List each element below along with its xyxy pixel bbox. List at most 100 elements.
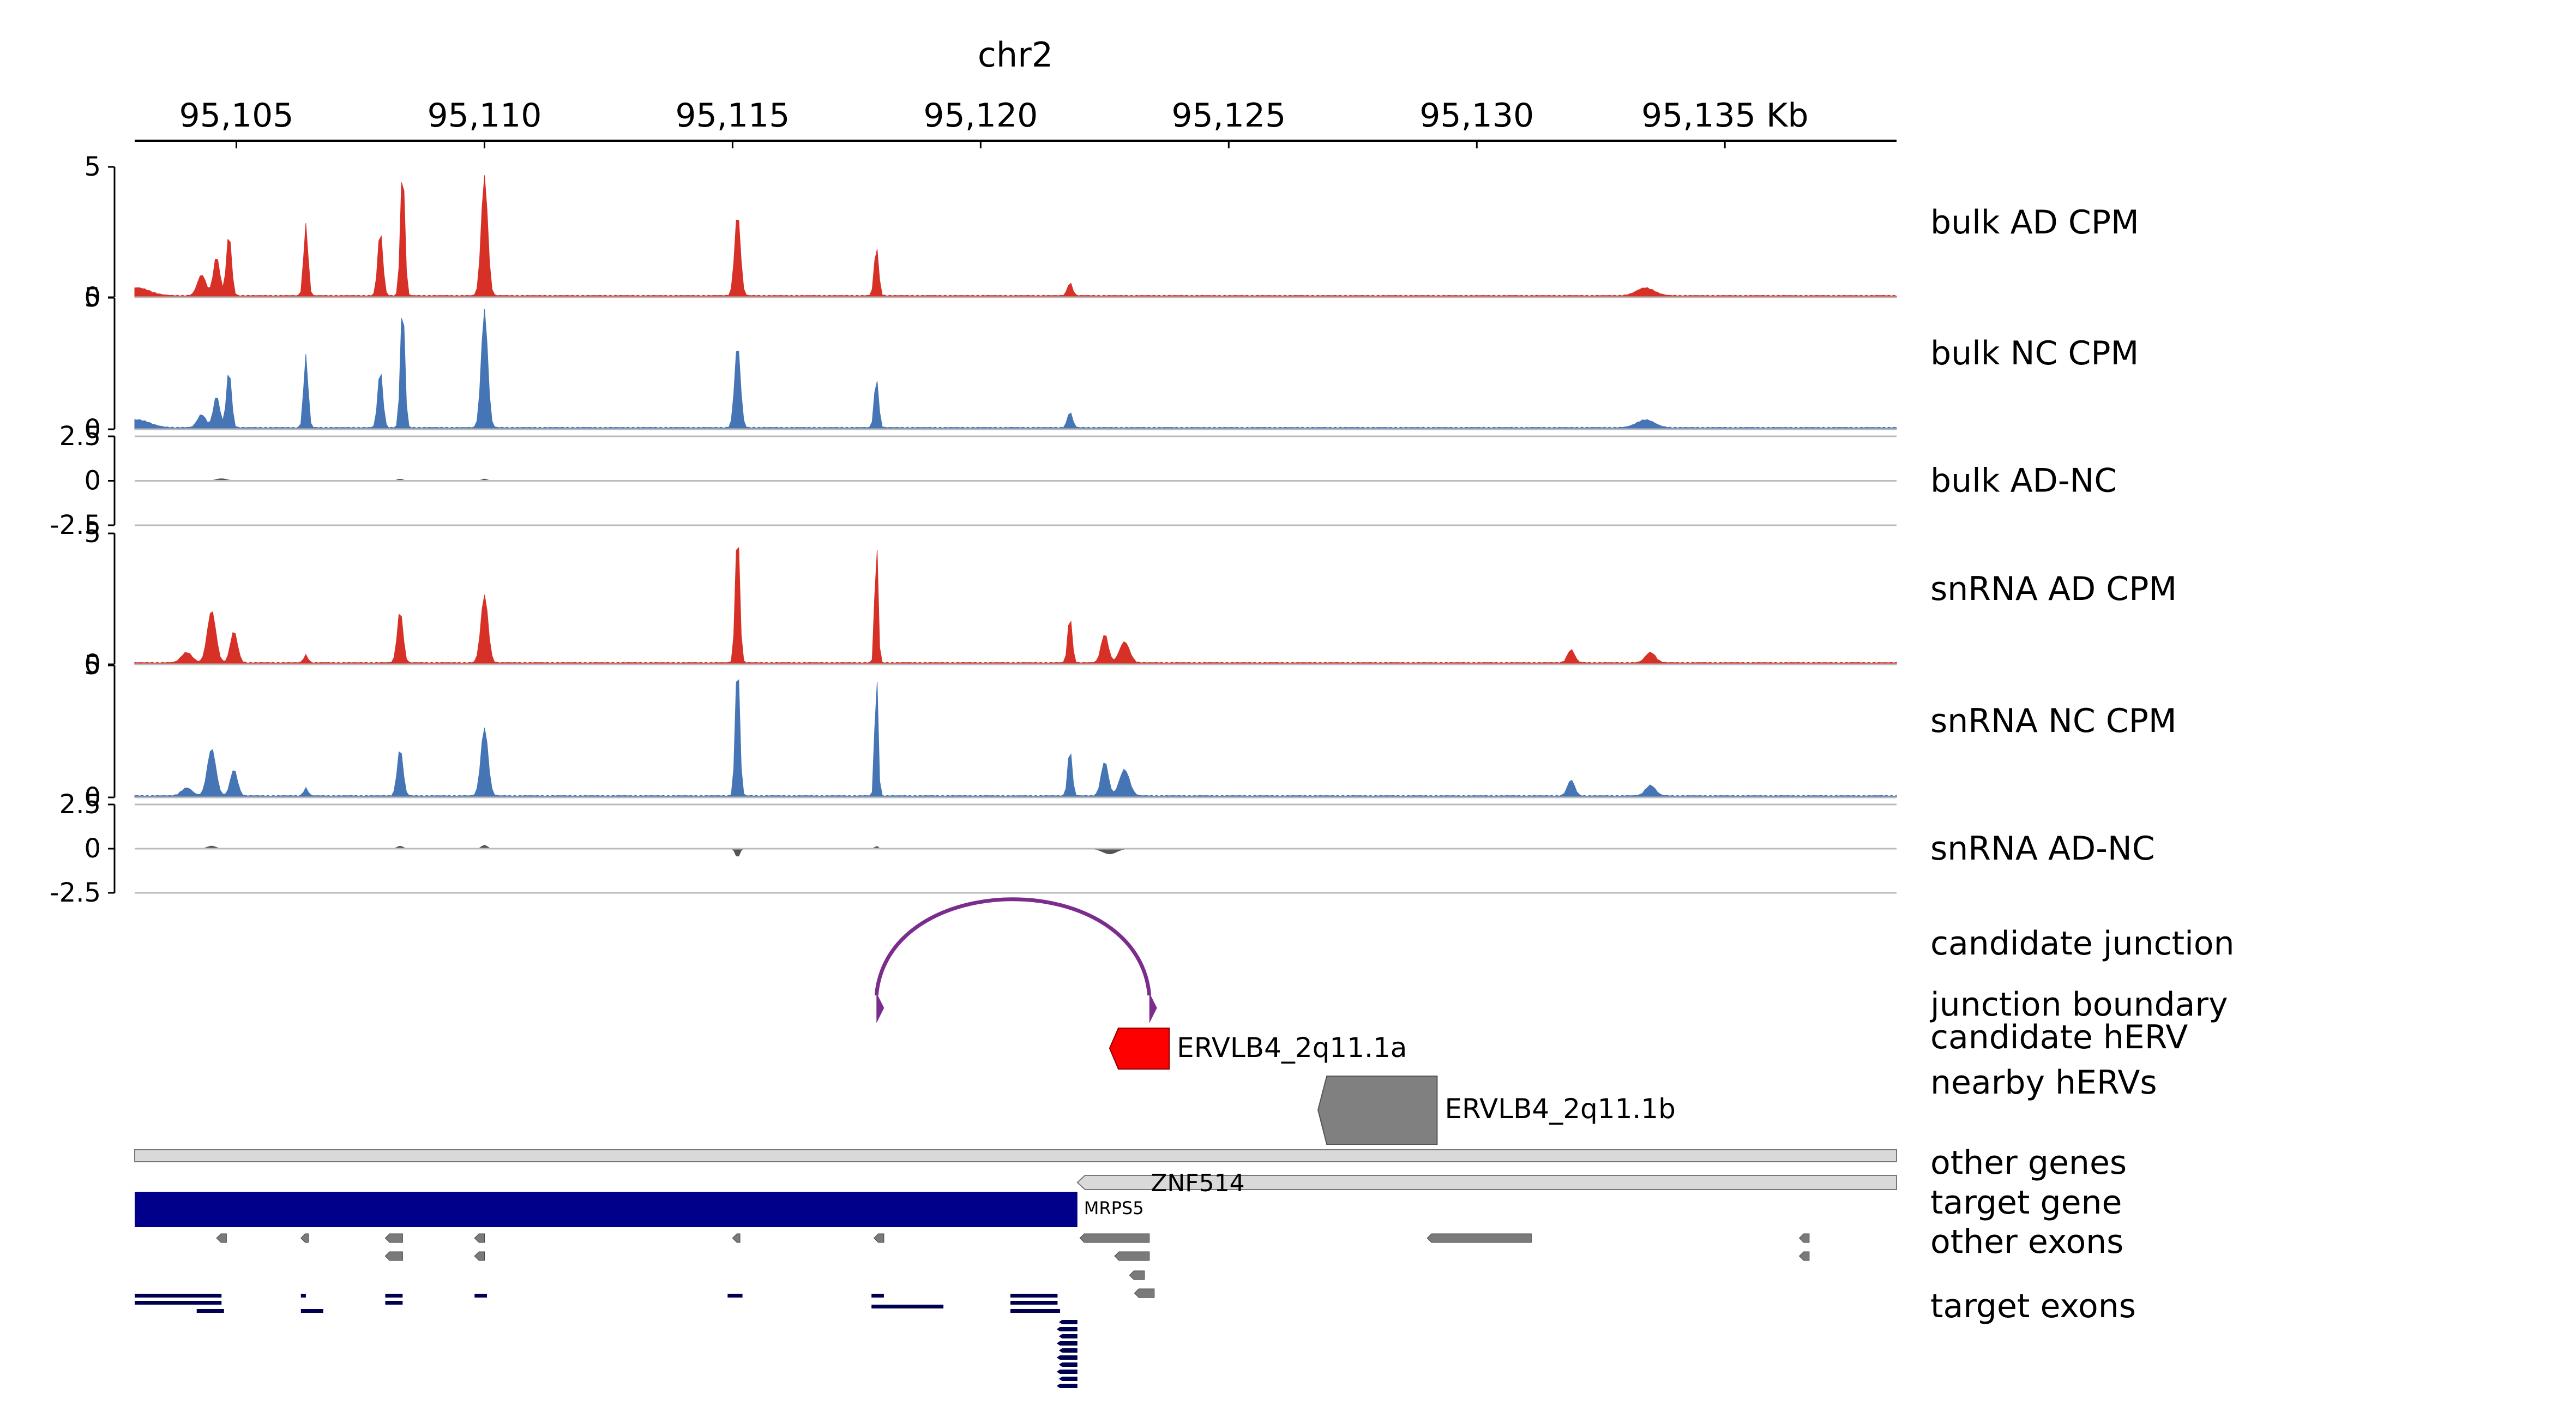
signal-area (134, 175, 1897, 298)
target-exon (1010, 1309, 1060, 1313)
y-tick-label: 0 (84, 282, 101, 313)
other-exon (1129, 1270, 1145, 1280)
track-bulk-ad-nc: 2.5 0 -2.5 (50, 421, 1897, 541)
target-exon (196, 1309, 224, 1313)
track-bulk-nc-cpm: 50 (84, 283, 1897, 445)
track-label: snRNA NC CPM (1930, 702, 2177, 740)
candidate-herv-label: ERVLB4_2q11.1a (1177, 1032, 1407, 1064)
other-gene-bar (134, 1149, 1897, 1162)
other-exon (874, 1233, 884, 1243)
target-exon (300, 1294, 306, 1298)
target-exon (474, 1294, 487, 1298)
target-exon (1058, 1362, 1078, 1367)
target-exon (1010, 1294, 1058, 1298)
track-label: bulk NC CPM (1930, 334, 2139, 373)
target-exon (385, 1294, 403, 1298)
x-tick-label: 95,120 (923, 97, 1038, 135)
target-exon (727, 1294, 743, 1298)
y-tick-label: -2.5 (50, 510, 101, 541)
track-snrna-nc-cpm: 50 (84, 650, 1897, 813)
track-snrna-ad-nc: 2.5 0 -2.5 (50, 789, 1897, 908)
y-tick-label: 0 (84, 649, 101, 680)
target-exon (135, 1301, 222, 1305)
signal-area (134, 309, 1897, 430)
target-exon (1056, 1327, 1078, 1331)
y-tick-label: 5 (84, 152, 101, 182)
x-tick-label: 95,105 (179, 97, 294, 135)
x-tick-label: 95,125 (1171, 97, 1286, 135)
track-label: junction boundary (1929, 986, 2228, 1024)
y-tick-label: 0 (84, 466, 101, 496)
target-exon (1010, 1301, 1058, 1305)
other-exon (1079, 1233, 1150, 1243)
target-exon (300, 1309, 323, 1313)
track-labels: bulk AD CPM bulk NC CPM bulk AD-NC snRNA AD… (1929, 203, 2235, 1325)
track-label: nearby hERVs (1930, 1064, 2157, 1102)
other-exon (1798, 1251, 1810, 1261)
candidate-herv-feature (1109, 1028, 1170, 1070)
nearby-herv-feature (1317, 1076, 1438, 1145)
track-label: bulk AD-NC (1930, 462, 2117, 500)
target-exon (1058, 1377, 1078, 1381)
y-tick-label: 2.5 (59, 789, 101, 820)
track-label: bulk AD CPM (1930, 203, 2139, 242)
x-tick-label: 95,130 (1419, 97, 1534, 135)
target-exon (1056, 1370, 1078, 1374)
other-exon (474, 1233, 485, 1243)
other-exon (384, 1233, 403, 1243)
track-snrna-ad-cpm: 50 (84, 518, 1897, 680)
track-label: target exons (1930, 1287, 2136, 1325)
x-tick-label: 95,115 (675, 97, 790, 135)
track-label: other exons (1930, 1223, 2123, 1261)
other-exon (1114, 1251, 1150, 1261)
junction-boundary-left (876, 993, 884, 1023)
y-tick-label: -2.5 (50, 878, 101, 908)
target-gene-bar (135, 1192, 1078, 1227)
other-exon (384, 1251, 403, 1261)
chromosome-title: chr2 (978, 35, 1053, 75)
other-exon (300, 1233, 309, 1243)
track-label: candidate hERV (1930, 1018, 2188, 1056)
other-exon (1427, 1233, 1532, 1243)
other-exon (474, 1251, 485, 1261)
track-label: candidate junction (1930, 924, 2235, 963)
other-exon (1798, 1233, 1810, 1243)
signal-area (134, 679, 1897, 798)
track-label: snRNA AD CPM (1930, 570, 2177, 608)
nearby-herv-label: ERVLB4_2q11.1b (1445, 1093, 1675, 1125)
other-exon (216, 1233, 227, 1243)
target-exon (871, 1294, 884, 1298)
signal-area (135, 844, 1897, 857)
track-label: other genes (1930, 1144, 2127, 1182)
znf514-gene-bar (1076, 1175, 1897, 1190)
x-tick-label: 95,110 (427, 97, 541, 135)
target-gene-label: MRPS5 (1084, 1198, 1144, 1218)
y-tick-label: 0 (84, 414, 101, 445)
target-exon (1058, 1320, 1078, 1324)
target-exon (1056, 1341, 1078, 1346)
annotation-tracks: ERVLB4_2q11.1a ERVLB4_2q11.1b ZNF514 MRPS5 (134, 897, 1897, 1388)
x-tick-label: 95,135 Kb (1641, 97, 1808, 135)
signal-area (134, 547, 1897, 665)
y-tick-label: 5 (84, 650, 101, 681)
target-exon (135, 1294, 222, 1298)
other-exon (732, 1233, 741, 1243)
target-exon (1058, 1334, 1078, 1338)
junction-arc (874, 897, 1152, 996)
target-exon (1056, 1355, 1078, 1360)
target-exon (871, 1305, 944, 1308)
track-bulk-ad-cpm: 50 (84, 152, 1897, 313)
y-tick-label: 0 (84, 833, 101, 864)
y-tick-label: 2.5 (59, 421, 101, 452)
track-label: snRNA AD-NC (1930, 830, 2155, 868)
target-exon (385, 1301, 403, 1305)
y-tick-label: 5 (84, 283, 101, 313)
junction-boundary-right (1149, 993, 1157, 1023)
y-tick-label: 5 (84, 518, 101, 549)
track-label: target gene (1930, 1184, 2122, 1222)
chromosome-label: chr2 (978, 35, 1053, 75)
y-tick-label: 0 (84, 782, 101, 813)
x-axis: 95,105 95,110 95,115 95,120 95,125 95,130 95,1… (135, 97, 1897, 148)
